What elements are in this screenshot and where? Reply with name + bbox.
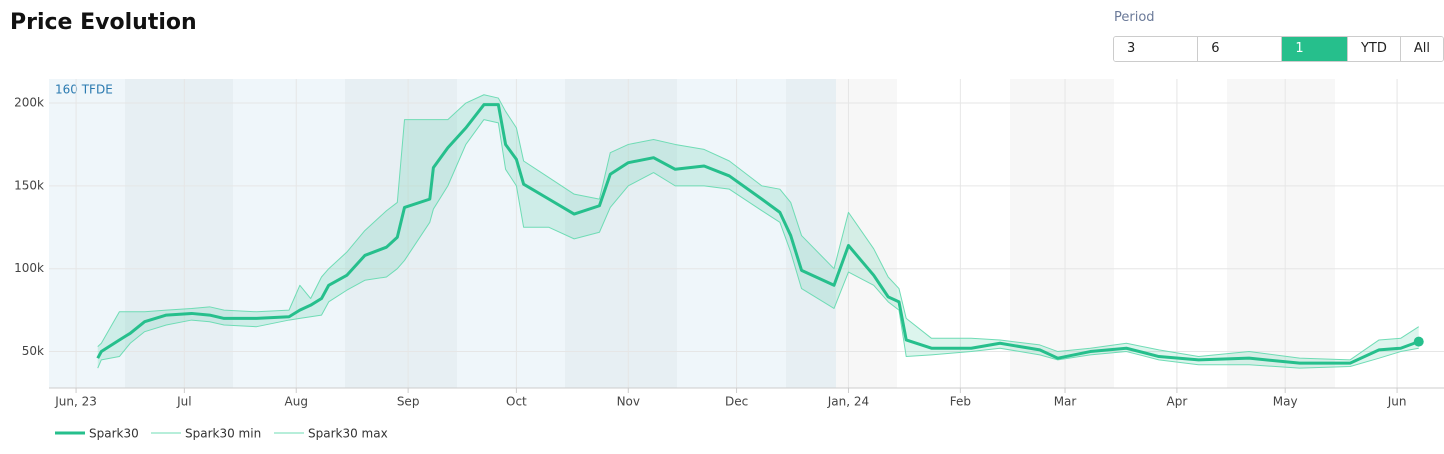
period-selector: 3 months6 months1 yearYTDAll: [1113, 36, 1444, 62]
y-tick-label: 150k: [14, 178, 44, 192]
plot-band: [836, 79, 897, 388]
plot-band: [565, 79, 677, 388]
x-tick-label: Dec: [725, 395, 748, 409]
plot-band: [1010, 79, 1114, 388]
range-fill: [97, 94, 1419, 369]
plot-band: [786, 79, 836, 388]
legend-label: Spark30 min: [185, 427, 261, 441]
band-annotation: 160 TFDE: [55, 83, 113, 97]
page-title: Price Evolution: [10, 10, 197, 35]
x-tick-label: Nov: [617, 395, 640, 409]
x-tick-label: Mar: [1054, 395, 1077, 409]
x-tick-label: May: [1273, 395, 1298, 409]
legend-label: Spark30: [89, 427, 139, 441]
x-tick-label: Jun: [1387, 395, 1407, 409]
x-tick-label: Sep: [397, 395, 420, 409]
end-marker: [1413, 336, 1424, 347]
period-label: Period: [1114, 10, 1155, 25]
y-tick-label: 50k: [22, 344, 44, 358]
x-tick-label: Oct: [506, 395, 527, 409]
series-line: [97, 94, 1420, 361]
series-line: [96, 103, 1420, 365]
plot-band: [345, 79, 457, 388]
plot-band: [1227, 79, 1335, 388]
x-tick-label: Aug: [285, 395, 308, 409]
series-line: [97, 119, 1419, 369]
x-tick-label: Jan, 24: [827, 395, 869, 409]
period-button[interactable]: YTD: [1347, 37, 1401, 61]
x-tick-label: Jul: [176, 395, 191, 409]
y-tick-label: 100k: [14, 261, 44, 275]
period-button[interactable]: 1 year: [1282, 37, 1348, 61]
x-tick-label: Apr: [1167, 395, 1188, 409]
period-button[interactable]: 3 months: [1114, 37, 1199, 61]
legend-label: Spark30 max: [308, 427, 388, 441]
period-button[interactable]: All: [1400, 37, 1443, 61]
period-button[interactable]: 6 months: [1198, 37, 1283, 61]
plot-bands: [49, 79, 1335, 388]
plot-band: [125, 79, 233, 388]
y-tick-label: 200k: [14, 96, 44, 110]
x-tick-label: Feb: [950, 395, 971, 409]
x-tick-label: Jun, 23: [54, 395, 97, 409]
